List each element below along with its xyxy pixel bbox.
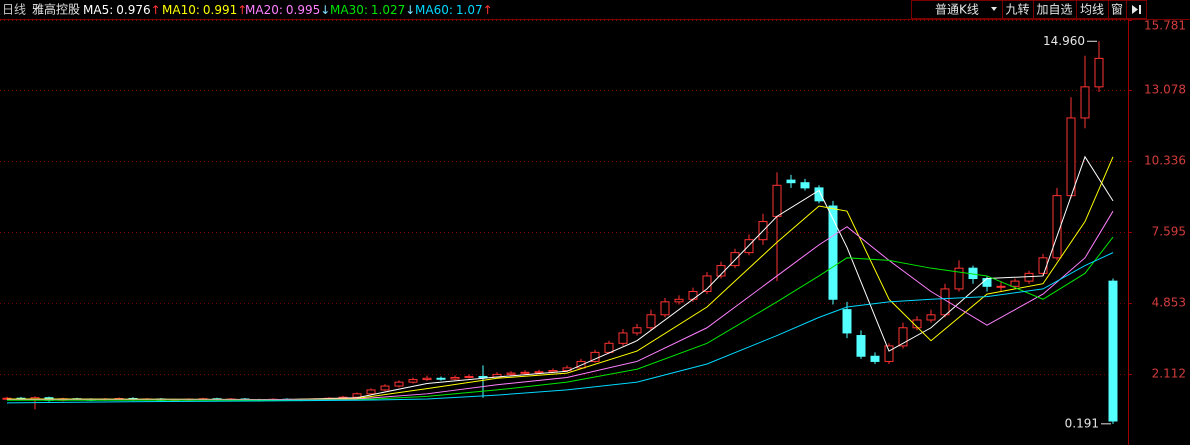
candle-body — [884, 345, 894, 362]
candle-body — [548, 370, 558, 373]
candle-body — [912, 319, 922, 329]
legend-entry: MA30: 1.027↓ — [330, 3, 415, 17]
candle-body — [730, 252, 740, 267]
candle-body — [786, 179, 796, 184]
stock-name: 雅高控股 — [32, 2, 80, 17]
y-tick-label: 7.595 — [1152, 225, 1186, 239]
candle-body — [422, 377, 432, 381]
candle-body — [1094, 57, 1104, 88]
legend-name: MA10: — [162, 3, 200, 17]
candle-body — [520, 371, 530, 374]
ma-line — [7, 236, 1114, 401]
toolbar-button-label[interactable]: 加自选 — [1036, 3, 1072, 17]
candle-body — [800, 182, 810, 189]
legend-entry: MA10: 0.991↑ — [162, 3, 247, 17]
dropdown-arrow[interactable] — [991, 7, 997, 11]
candle-body — [660, 301, 670, 316]
y-tick-label: 2.112 — [1152, 367, 1186, 381]
legend-value: 1.027 — [371, 3, 405, 17]
candle-body — [702, 275, 712, 292]
candle-body — [436, 377, 446, 380]
candle-body — [1066, 117, 1076, 197]
legend-name: MA5: — [83, 3, 113, 17]
candle-body — [646, 314, 656, 329]
toolbar-button-label[interactable]: 普通K线 — [935, 3, 979, 17]
y-tick-label: 10.336 — [1144, 154, 1186, 168]
candle-body — [898, 327, 908, 347]
candle-body — [996, 285, 1006, 288]
candle-body — [674, 298, 684, 303]
legend-value: 0.976 — [116, 3, 150, 17]
toolbar-button-label[interactable]: 九转 — [1005, 2, 1029, 17]
ma-line — [6, 252, 1114, 404]
candle-body — [842, 309, 852, 334]
candle-body — [1080, 86, 1090, 119]
legend-name: MA20: — [245, 3, 283, 17]
period-label: 日线 — [2, 3, 26, 17]
ma-line — [7, 210, 1114, 401]
y-tick-label: 13.078 — [1144, 83, 1186, 97]
ma-line — [6, 155, 1114, 401]
candle-body — [982, 278, 992, 287]
candle-body — [380, 385, 390, 391]
legend-trend: ↑ — [483, 3, 493, 17]
legend-entry: MA60: 1.07↑ — [415, 3, 493, 17]
max-label: 14.960 — [1043, 34, 1085, 48]
min-label: 0.191 — [1065, 416, 1099, 430]
candle-body — [744, 239, 754, 254]
legend-name: MA30: — [330, 3, 368, 17]
candle-body — [772, 184, 782, 217]
candle-body — [1038, 257, 1048, 274]
legend-trend: ↓ — [320, 3, 330, 17]
legend-trend: ↑ — [151, 3, 161, 17]
candle-body — [394, 381, 404, 387]
toolbar-button-label[interactable]: 窗 — [1111, 3, 1123, 17]
candle-body — [464, 375, 474, 378]
candle-body — [1108, 280, 1118, 422]
candle-body — [534, 371, 544, 374]
candle-body — [856, 335, 866, 357]
candle-body — [1052, 195, 1062, 259]
legend-entry: MA20: 0.995↓ — [245, 3, 330, 17]
candle-body — [450, 376, 460, 380]
candle-body — [604, 342, 614, 353]
candle-body — [506, 372, 516, 375]
legend-entry: MA5: 0.976↑ — [83, 3, 161, 17]
candle-body — [352, 393, 362, 398]
y-tick-label: 15.781 — [1144, 19, 1186, 33]
candle-body — [408, 379, 418, 383]
collapse-icon[interactable] — [1132, 5, 1141, 14]
candle-body — [1010, 280, 1020, 287]
candle-body — [954, 267, 964, 290]
candle-body — [926, 314, 936, 321]
candle-body — [1024, 272, 1034, 282]
candle-body — [828, 205, 838, 300]
legend-value: 0.991 — [203, 3, 237, 17]
legend-value: 0.995 — [286, 3, 320, 17]
legend-trend: ↑ — [237, 3, 247, 17]
legend-trend: ↓ — [405, 3, 415, 17]
candle-body — [870, 355, 880, 362]
candle-body — [814, 187, 824, 202]
candle-body — [478, 375, 488, 378]
y-tick-label: 4.853 — [1152, 296, 1186, 310]
candle-body — [688, 290, 698, 300]
legend-value: 1.07 — [456, 3, 483, 17]
candle-body — [618, 332, 628, 344]
candle-body — [632, 327, 642, 334]
candle-body — [366, 389, 376, 395]
legend-name: MA60: — [415, 3, 453, 17]
toolbar-button-label[interactable]: 均线 — [1080, 3, 1104, 17]
